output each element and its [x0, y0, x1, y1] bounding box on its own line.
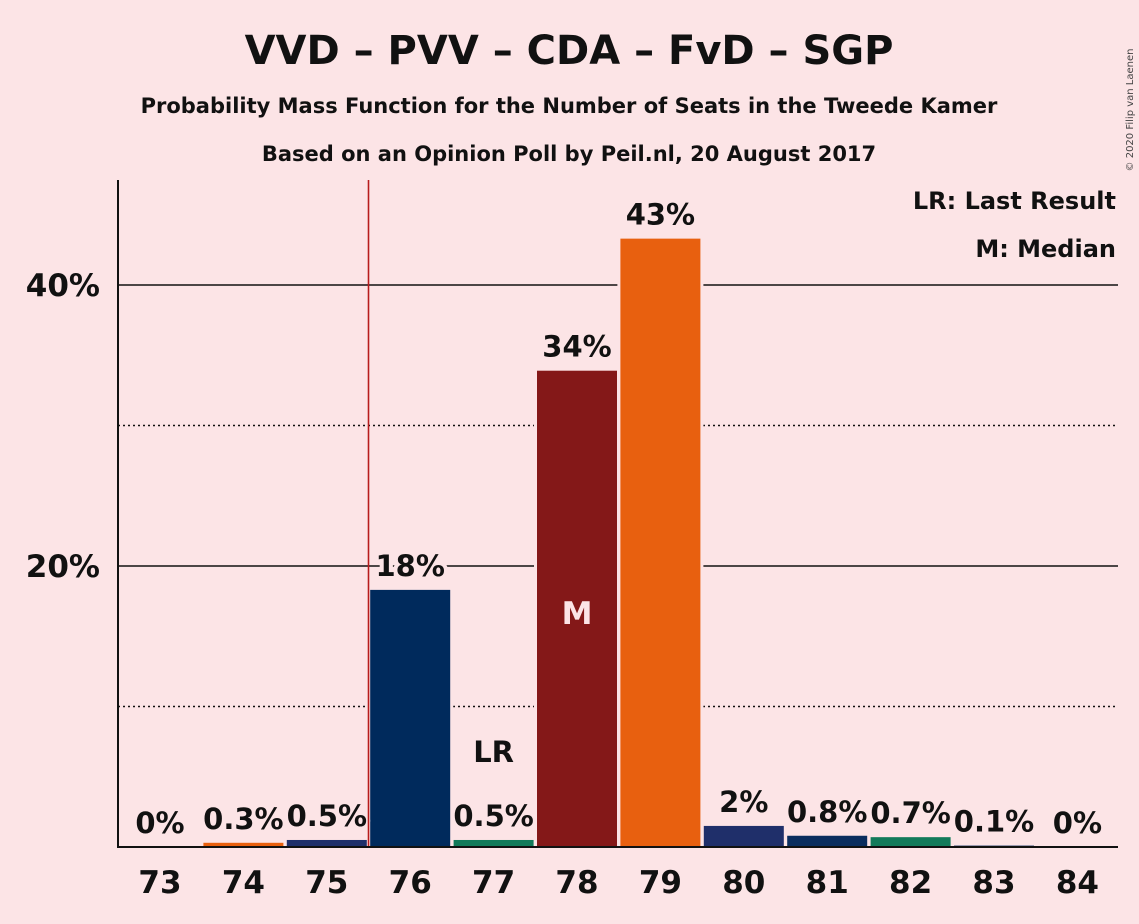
bar-label-75: 0.5%: [287, 799, 367, 833]
legend-entry-halo: M: Median: [975, 235, 1116, 263]
y-tick-20: 20%: [26, 549, 100, 585]
chart-subtitle: Probability Mass Function for the Number…: [141, 94, 998, 118]
x-tick-77: 77: [472, 865, 515, 901]
x-tick-82: 82: [889, 865, 932, 901]
x-tick-73: 73: [138, 865, 181, 901]
legend-entry: M: Median: [975, 235, 1116, 263]
bar-label-halo: 2%: [719, 785, 768, 819]
bar-labels: 0%0% 0.3%0.3% 0.5%0.5%18%18%0.5%0.5%34%34%…: [131, 194, 1106, 844]
bar-label-78: 34%: [542, 330, 611, 364]
y-tick-40: 40%: [26, 268, 100, 304]
median-marker: M: [562, 596, 593, 632]
bar-label-77: 0.5%: [453, 799, 533, 833]
bar-label-halo: 0.3%: [203, 802, 283, 836]
bar-label-halo: 0.5%: [453, 799, 533, 833]
bars: [117, 235, 1121, 847]
bar-label-83: 0.1%: [954, 805, 1034, 839]
x-tick-74: 74: [222, 865, 265, 901]
bar-75: [286, 839, 367, 847]
bar-74: [203, 842, 284, 847]
y-tick-labels: 20% 40%: [26, 268, 100, 585]
bar-halo: [1034, 844, 1121, 847]
bar-label-73: 0%: [135, 806, 184, 840]
bar-halo: [117, 844, 203, 847]
bar-label-halo: 43%: [626, 198, 695, 232]
bar-label-82: 0.7%: [870, 796, 950, 830]
bar-78: [537, 370, 617, 847]
x-tick-75: 75: [305, 865, 348, 901]
bar-label-84: 0%: [1053, 806, 1102, 840]
x-tick-76: 76: [389, 865, 432, 901]
bar-label-halo: 0.5%: [287, 799, 367, 833]
bar-label-79: 43%: [626, 198, 695, 232]
bar-label-halo: 0%: [135, 806, 184, 840]
bar-label-halo: 0%: [1053, 806, 1102, 840]
bar-80: [703, 825, 784, 847]
markers: LR M: [367, 180, 593, 847]
bar-label-halo: 0.8%: [787, 795, 867, 829]
bar-label-halo: 18%: [375, 549, 444, 583]
bar-79: [620, 238, 701, 847]
legend-entry: LR: Last Result: [913, 187, 1116, 215]
x-tick-78: 78: [555, 865, 598, 901]
legend-entry-halo: LR: Last Result: [913, 187, 1116, 215]
bar-76: [370, 589, 451, 847]
bar-label-halo: 0.7%: [870, 796, 950, 830]
x-tick-81: 81: [806, 865, 849, 901]
bar-label-halo: 34%: [542, 330, 611, 364]
axes: [117, 180, 1118, 848]
bar-label-81: 0.8%: [787, 795, 867, 829]
bar-81: [787, 835, 868, 847]
x-tick-84: 84: [1056, 865, 1099, 901]
x-tick-80: 80: [722, 865, 765, 901]
bar-label-74: 0.3%: [203, 802, 283, 836]
last-result-marker: LR: [473, 735, 514, 769]
copyright-text: © 2020 Filip van Laenen: [1125, 49, 1136, 172]
bar-77: [453, 839, 534, 847]
bar-label-76: 18%: [375, 549, 444, 583]
x-tick-labels: 73 74 75 76 77 78 79 80 81 82 83 84: [138, 865, 1099, 901]
bar-label-halo: 0.1%: [954, 805, 1034, 839]
chart-title: VVD – PVV – CDA – FvD – SGP: [245, 28, 894, 74]
x-tick-83: 83: [972, 865, 1015, 901]
chart-subtitle-2: Based on an Opinion Poll by Peil.nl, 20 …: [262, 142, 876, 166]
bar-82: [870, 837, 951, 847]
x-tick-79: 79: [639, 865, 682, 901]
bar-halo: [951, 842, 1037, 847]
bar-label-80: 2%: [719, 785, 768, 819]
